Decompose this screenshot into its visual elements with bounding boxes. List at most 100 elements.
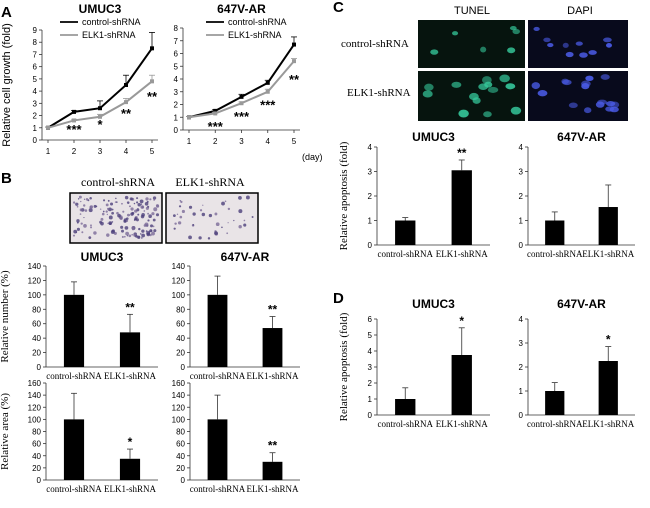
cell: [117, 213, 121, 218]
cell: [140, 203, 143, 205]
y-tick-label: 3: [174, 88, 179, 97]
chart-title: 647V-AR: [557, 297, 606, 311]
chart-title: 647V-AR: [557, 130, 606, 144]
y-tick-label: 3: [519, 168, 524, 177]
bar: [545, 220, 565, 245]
cell-nucleus: [505, 83, 516, 90]
y-axis-label: Relative area (%): [0, 393, 11, 470]
significance-label: ***: [208, 119, 224, 134]
micro-label-elk1: ELK1-shRNA: [175, 175, 245, 189]
x-tick-label: control-shRNA: [46, 484, 102, 494]
cell: [174, 222, 177, 225]
cell-nucleus: [543, 37, 551, 43]
y-tick-label: 6: [174, 50, 179, 59]
cell: [83, 216, 85, 219]
legend-label-control: control-shRNA: [228, 17, 287, 27]
panel-label-b: B: [1, 170, 12, 187]
cell: [226, 232, 229, 235]
data-point: [72, 109, 76, 114]
cell-nucleus: [568, 102, 578, 109]
cell: [140, 214, 145, 219]
cell: [126, 213, 130, 217]
x-tick-label: ELK1-shRNA: [582, 249, 634, 259]
cell: [152, 225, 155, 228]
cell-nucleus: [565, 51, 574, 58]
y-axis-label: Relative apoptosis (fold): [338, 312, 350, 421]
cell-nucleus: [458, 109, 469, 118]
cell: [131, 226, 135, 230]
chart-title: 647V-AR: [221, 250, 270, 264]
cell-nucleus: [478, 83, 489, 91]
y-tick-label: 6: [368, 315, 373, 324]
cell: [88, 208, 93, 213]
cell: [109, 202, 114, 206]
y-tick-label: 8: [174, 24, 179, 33]
cell: [75, 202, 79, 206]
bar: [207, 294, 228, 367]
cell: [151, 231, 155, 236]
bar: [395, 399, 416, 415]
cell: [85, 197, 89, 201]
x-tick-label: ELK1-shRNA: [436, 419, 488, 429]
bar: [451, 170, 472, 245]
cell: [128, 234, 132, 238]
cell: [101, 212, 105, 216]
significance-label: **: [147, 89, 158, 104]
y-tick-label: 80: [176, 428, 185, 437]
y-tick-label: 2: [519, 192, 524, 201]
cell: [121, 235, 124, 238]
data-point: [46, 125, 50, 130]
y-tick-label: 2: [368, 379, 373, 388]
cell: [121, 229, 124, 233]
y-tick-label: 140: [28, 391, 42, 400]
x-tick-label: control-shRNA: [527, 419, 583, 429]
cell: [179, 215, 183, 219]
cell: [138, 227, 141, 231]
cell: [155, 213, 160, 217]
cell: [153, 199, 155, 201]
y-tick-label: 20: [32, 349, 41, 358]
significance-label: **: [121, 106, 132, 121]
cell: [89, 196, 92, 200]
cell: [79, 213, 82, 215]
y-tick-label: 140: [28, 262, 42, 271]
cell: [72, 234, 76, 237]
chart-title: UMUC3: [412, 130, 455, 144]
cell: [215, 222, 220, 227]
x-tick-label: ELK1-shRNA: [247, 484, 299, 494]
legend-label-control: control-shRNA: [82, 17, 141, 27]
x-tick-label: ELK1-shRNA: [582, 419, 634, 429]
cell-nucleus: [533, 26, 540, 31]
cell-nucleus: [480, 46, 487, 53]
data-point: [98, 114, 102, 119]
y-tick-label: 1: [33, 124, 38, 133]
cell: [144, 222, 149, 227]
x-tick-label: 5: [292, 137, 297, 146]
cell-nucleus: [430, 49, 439, 55]
y-tick-label: 2: [368, 192, 373, 201]
micro-row-elk1: ELK1-shRNA: [347, 87, 411, 99]
x-tick-label: ELK1-shRNA: [104, 371, 156, 381]
cell: [233, 219, 235, 222]
cell-nucleus: [531, 82, 540, 90]
cell-nucleus: [595, 101, 605, 108]
cell: [143, 210, 146, 212]
significance-label: ***: [234, 109, 250, 124]
legend-647v: control-shRNA ELK1-shRNA: [206, 17, 287, 40]
data-point: [150, 79, 154, 84]
x-tick-label: control-shRNA: [46, 371, 102, 381]
y-tick-label: 4: [33, 87, 38, 96]
y-tick-label: 3: [368, 363, 373, 372]
cell: [172, 214, 176, 218]
cell-nucleus: [609, 106, 619, 113]
y-tick-label: 0: [368, 241, 373, 250]
significance-label: *: [459, 314, 464, 328]
cell-nucleus: [562, 42, 569, 48]
dapi-header: DAPI: [567, 5, 593, 17]
y-tick-label: 0: [519, 241, 524, 250]
data-point: [98, 106, 102, 111]
cell-nucleus: [424, 83, 434, 91]
cell: [238, 195, 242, 200]
y-tick-label: 60: [32, 440, 41, 449]
cell: [238, 209, 243, 214]
